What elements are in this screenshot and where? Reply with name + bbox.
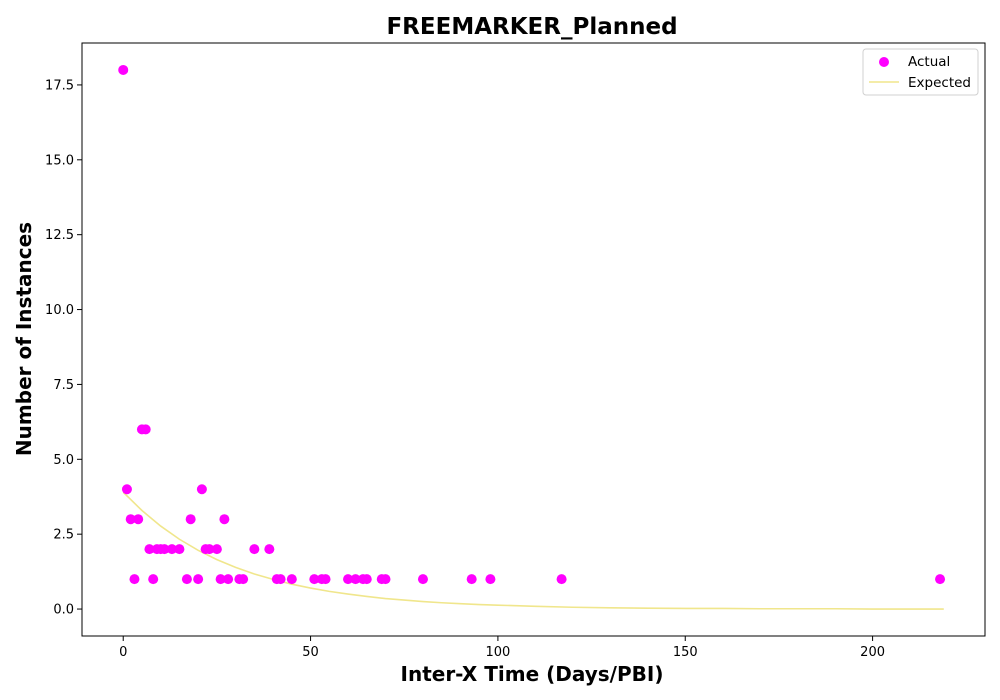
chart-title: FREEMARKER_Planned [386, 14, 677, 40]
x-tick-label: 0 [119, 645, 127, 660]
actual-point [193, 574, 204, 585]
y-axis-label: Number of Instances [12, 222, 36, 456]
actual-point [264, 544, 275, 555]
actual-point [185, 514, 196, 525]
plot-frame [81, 42, 986, 637]
y-tick-label: 0.0 [53, 603, 74, 618]
x-tick-label: 150 [673, 645, 698, 660]
legend-box [862, 48, 979, 96]
legend-expected-label: Expected [908, 75, 971, 91]
actual-point [121, 484, 132, 495]
actual-point [174, 544, 185, 555]
y-tick-label: 5.0 [53, 453, 74, 468]
legend-actual-marker [879, 57, 889, 67]
actual-point [935, 574, 946, 585]
y-axis: 0.0 2.5 5.0 7.5 10.0 12.5 15.0 17.5 [45, 78, 82, 618]
x-axis: 0 50 100 150 200 [119, 636, 885, 660]
x-axis-label: Inter-X Time (Days/PBI) [401, 662, 664, 686]
actual-point [309, 574, 320, 585]
actual-point [556, 574, 567, 585]
y-tick-label: 15.0 [45, 153, 74, 168]
y-tick-label: 10.0 [45, 303, 74, 318]
actual-point [215, 574, 226, 585]
actual-point [166, 544, 177, 555]
actual-point [148, 574, 159, 585]
actual-point [211, 544, 222, 555]
actual-point [485, 574, 496, 585]
y-tick-label: 17.5 [45, 78, 74, 93]
actual-point [144, 544, 155, 555]
actual-point [159, 544, 170, 555]
actual-point [219, 514, 230, 525]
x-tick-label: 200 [860, 645, 885, 660]
expected-line [122, 491, 944, 610]
actual-point [238, 574, 249, 585]
actual-point [417, 574, 428, 585]
actual-point [466, 574, 477, 585]
actual-point [129, 574, 140, 585]
actual-point [380, 574, 391, 585]
actual-point [223, 574, 234, 585]
actual-point [361, 574, 372, 585]
x-tick-label: 100 [485, 645, 510, 660]
actual-point [320, 574, 331, 585]
actual-point [133, 514, 144, 525]
y-tick-label: 12.5 [45, 228, 74, 243]
actual-point [343, 574, 354, 585]
actual-point [181, 574, 192, 585]
x-tick-label: 50 [302, 645, 319, 660]
actual-point [118, 64, 129, 75]
y-tick-label: 2.5 [53, 528, 74, 543]
actual-point [140, 424, 151, 435]
actual-point [125, 514, 136, 525]
actual-point [350, 574, 361, 585]
actual-point [196, 484, 207, 495]
legend-actual-label: Actual [908, 54, 950, 70]
plot-area [81, 42, 986, 637]
y-tick-label: 7.5 [53, 378, 74, 393]
actual-point [204, 544, 215, 555]
actual-point [249, 544, 260, 555]
actual-point [275, 574, 286, 585]
legend: Actual Expected [862, 48, 979, 96]
actual-point [286, 574, 297, 585]
